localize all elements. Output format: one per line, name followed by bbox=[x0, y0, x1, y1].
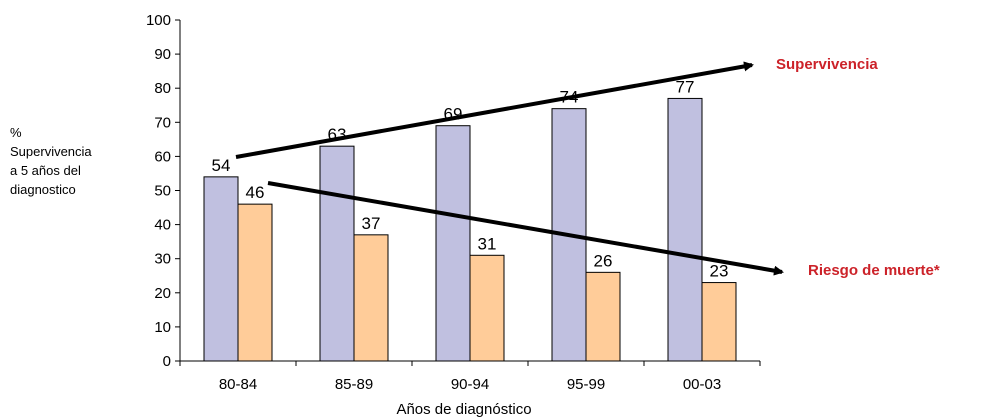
bar bbox=[435, 125, 471, 362]
x-tick-label: 85-89 bbox=[335, 376, 373, 393]
bar bbox=[353, 234, 389, 362]
y-tick-label: 100 bbox=[146, 12, 171, 29]
y-tick-label: 20 bbox=[154, 285, 171, 302]
y-tick-label: 60 bbox=[154, 148, 171, 165]
y-tick-label: 0 bbox=[163, 353, 171, 370]
y-axis-title-line: % bbox=[10, 125, 22, 140]
data-label: 26 bbox=[594, 251, 613, 270]
bar bbox=[667, 97, 703, 362]
supervivencia-trend-arrow bbox=[235, 61, 754, 159]
data-labels: 54636974774637312623 bbox=[212, 77, 729, 280]
y-tick-label: 40 bbox=[154, 217, 171, 234]
data-label: 23 bbox=[710, 262, 729, 281]
y-axis-title: % Supervivencia a 5 años del diagnostico bbox=[10, 123, 130, 199]
data-label: 77 bbox=[676, 77, 695, 96]
y-tick-label: 10 bbox=[154, 319, 171, 336]
y-axis-title-line: diagnostico bbox=[10, 182, 76, 197]
x-tick-label: 80-84 bbox=[219, 376, 257, 393]
x-tick-label: 95-99 bbox=[567, 376, 605, 393]
y-tick-label: 90 bbox=[154, 46, 171, 63]
supervivencia-annotation: Supervivencia bbox=[776, 56, 878, 73]
bar bbox=[319, 145, 355, 362]
x-tick-label: 90-94 bbox=[451, 376, 489, 393]
y-tick-label: 30 bbox=[154, 251, 171, 268]
data-label: 31 bbox=[478, 234, 497, 253]
x-tick-label: 00-03 bbox=[683, 376, 721, 393]
y-tick-label: 50 bbox=[154, 183, 171, 200]
data-label: 37 bbox=[362, 214, 381, 233]
data-label: 46 bbox=[246, 183, 265, 202]
y-axis-title-line: Supervivencia bbox=[10, 144, 92, 159]
y-axis: 0 10 20 30 40 50 60 70 80 90 100 bbox=[146, 12, 181, 370]
bars bbox=[203, 97, 737, 362]
x-axis: 80-84 85-89 90-94 95-99 00-03 bbox=[179, 360, 761, 393]
y-tick-label: 80 bbox=[154, 80, 171, 97]
bar bbox=[237, 203, 273, 362]
y-tick-label: 70 bbox=[154, 114, 171, 131]
bar bbox=[203, 176, 239, 362]
bar bbox=[469, 254, 505, 362]
y-axis-title-line: a 5 años del bbox=[10, 163, 81, 178]
data-label: 54 bbox=[212, 156, 231, 175]
riesgo-annotation: Riesgo de muerte* bbox=[808, 262, 940, 279]
x-axis-title: Años de diagnóstico bbox=[396, 401, 531, 418]
bar bbox=[585, 271, 621, 362]
bar bbox=[701, 282, 737, 362]
riesgo-trend-arrow bbox=[267, 181, 784, 276]
